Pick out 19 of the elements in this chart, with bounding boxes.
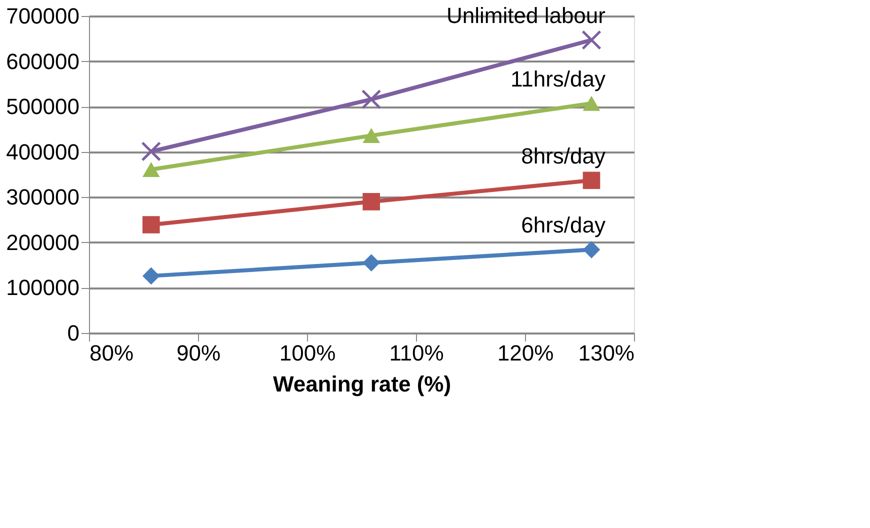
x-tick-label: 120% bbox=[497, 340, 554, 366]
series-label: 6hrs/day bbox=[521, 212, 606, 238]
y-tick-label: 100000 bbox=[6, 275, 80, 300]
x-tick-label: 100% bbox=[279, 340, 336, 366]
y-tick-label: 400000 bbox=[6, 139, 80, 164]
x-tick-label: 110% bbox=[389, 340, 444, 366]
x-tick-label: 90% bbox=[176, 340, 221, 366]
x-axis-title: Weaning rate (%) bbox=[272, 372, 452, 396]
series-label: 11hrs/day bbox=[510, 66, 606, 92]
y-tick-label: 200000 bbox=[6, 230, 80, 255]
y-tick-label: 700000 bbox=[6, 4, 80, 28]
series-label: 8hrs/day bbox=[521, 143, 606, 168]
y-tick-label: 600000 bbox=[6, 48, 80, 74]
x-tick-label: 130% bbox=[578, 340, 634, 366]
y-tick-label: 0 bbox=[67, 320, 80, 346]
y-tick-label: 500000 bbox=[6, 94, 80, 120]
x-tick-label: 80% bbox=[90, 340, 134, 366]
y-tick-label: 300000 bbox=[6, 184, 80, 210]
series-label: Unlimited labour bbox=[446, 3, 606, 28]
